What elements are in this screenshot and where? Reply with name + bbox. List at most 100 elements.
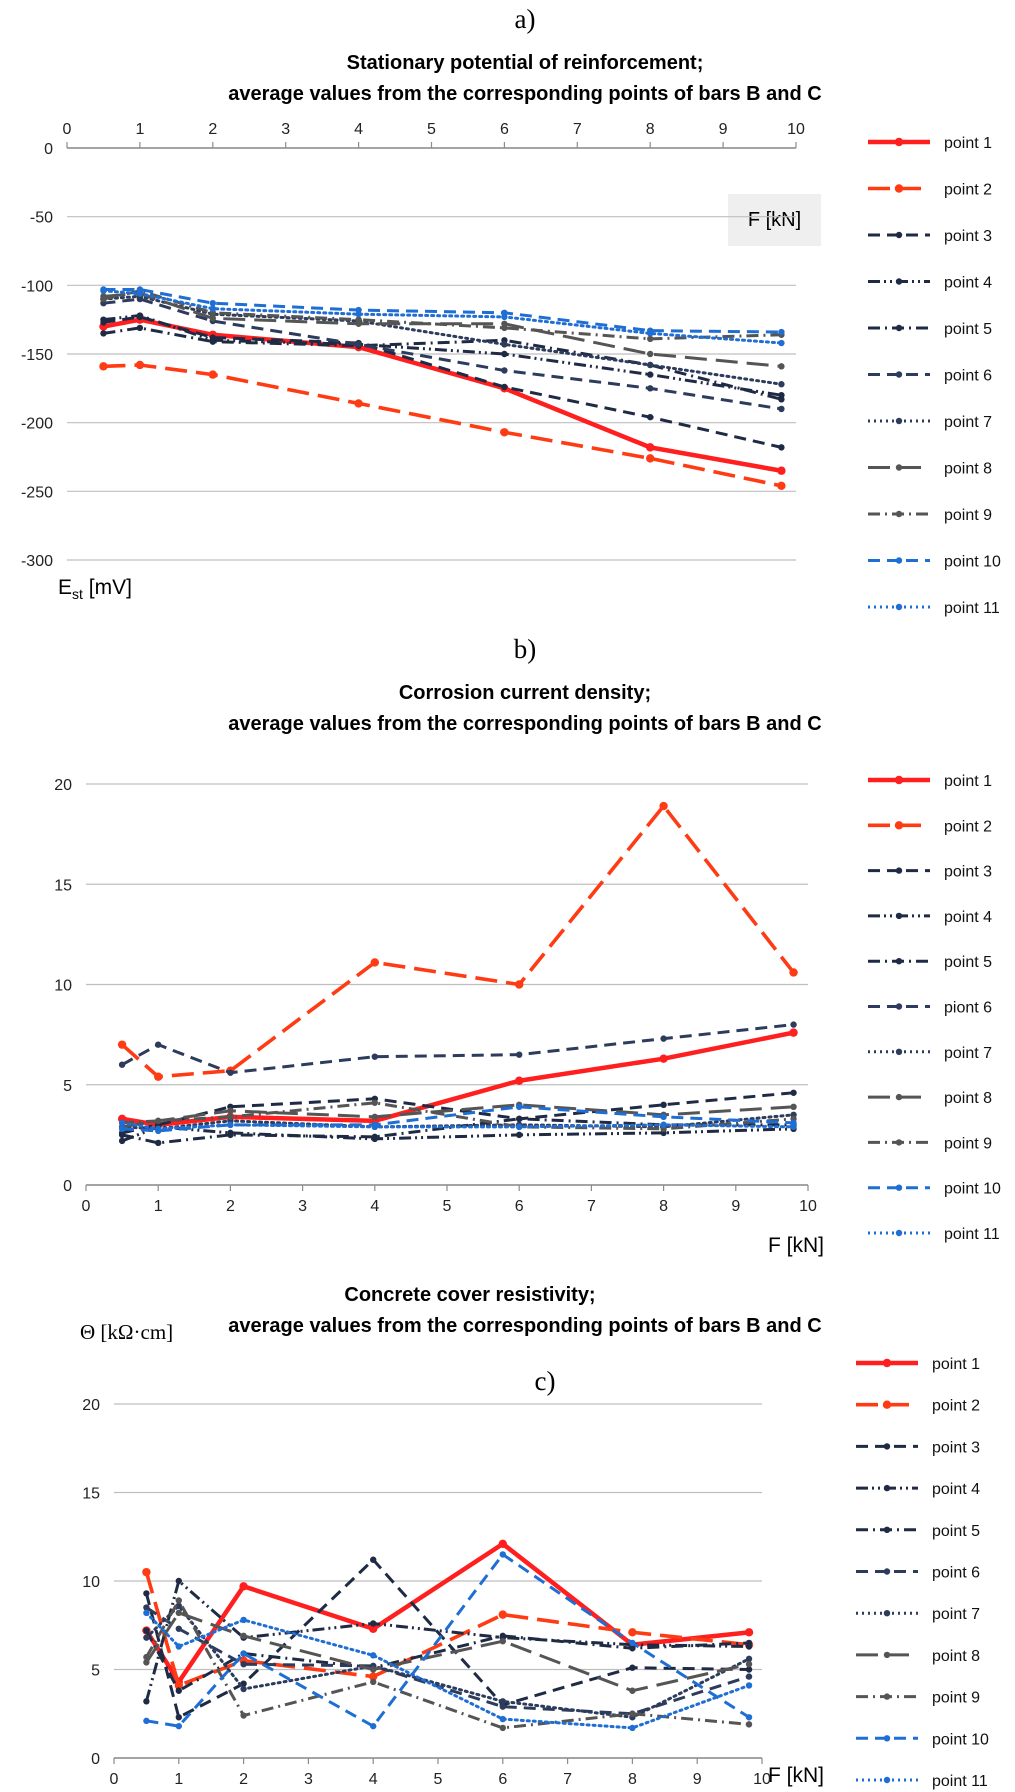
panel-b-legend-marker <box>895 912 903 920</box>
panel-b-x-tick: 4 <box>370 1198 379 1215</box>
panel-b-data-point <box>155 1041 162 1048</box>
panel-b-data-point <box>118 1131 126 1139</box>
panel-c-data-point <box>240 1660 247 1668</box>
panel-c-data-point <box>629 1724 636 1732</box>
panel-c-data-point <box>143 1653 150 1661</box>
panel-b-legend-label: point 8 <box>944 1090 992 1107</box>
panel-a-legend-marker <box>895 371 903 378</box>
panel-b-data-point <box>154 1072 163 1081</box>
panel-a-x-tick: 5 <box>427 121 436 138</box>
panel-c-data-point <box>175 1602 182 1609</box>
panel-a-title: Stationary potential of reinforcement; a… <box>0 48 1015 110</box>
panel-b-legend-marker <box>894 775 904 785</box>
panel-c-legend-marker <box>882 1358 892 1368</box>
panel-b-data-point <box>227 1113 234 1121</box>
panel-b-legend-label: point 5 <box>944 954 992 971</box>
panel-a-legend-label: point 5 <box>944 321 992 338</box>
panel-a-legend-marker <box>894 184 904 193</box>
panel-b-data-point <box>155 1125 162 1133</box>
panel-a-legend-label: point 11 <box>944 600 1000 617</box>
panel-c-title-line1: Concrete cover resistivity; <box>344 1284 596 1306</box>
panel-c-data-point <box>175 1714 182 1721</box>
panel-a-y-tick: -300 <box>21 553 53 570</box>
panel-a-x-tick: 0 <box>63 121 72 138</box>
panel-b-data-point <box>227 1107 234 1115</box>
panel-a-data-point <box>500 428 509 437</box>
panel-a-data-point <box>209 338 216 345</box>
panel-a-data-point <box>501 313 508 321</box>
panel-a-legend-marker <box>895 557 903 564</box>
panel-b-title-line1: Corrosion current density; <box>398 682 652 704</box>
panel-b-legend-item: piont 6 <box>868 1000 992 1017</box>
panel-b-series-line <box>121 1125 794 1143</box>
panel-b-legend-marker <box>895 867 903 874</box>
panel-a-data-point <box>778 328 785 336</box>
panel-c-legend-item: point 2 <box>856 1398 980 1415</box>
panel-b-y-tick: 5 <box>63 1078 72 1095</box>
panel-a-data-point <box>99 362 108 371</box>
panel-a-data-point <box>646 443 655 452</box>
panel-c-data-point <box>745 1714 753 1721</box>
panel-c-data-point <box>175 1609 182 1617</box>
panel-b-data-point <box>516 1051 523 1058</box>
panel-c-data-point <box>143 1634 150 1641</box>
panel-b-x-tick: 6 <box>515 1198 524 1215</box>
panel-c-legend-marker <box>883 1776 891 1784</box>
panel-a-legend-marker <box>895 278 903 285</box>
panel-b-data-point <box>789 1028 798 1037</box>
panel-a-data-point <box>778 444 785 451</box>
panel-b-legend-marker <box>895 1184 903 1191</box>
panel-b-data-point <box>371 1113 378 1121</box>
panel-b-series-7 <box>118 1111 797 1133</box>
panel-a-legend-item: point 5 <box>868 321 992 338</box>
panel-c-x-tick: 5 <box>434 1771 443 1788</box>
panel-a-data-point <box>208 370 217 379</box>
panel-c-data-point <box>745 1682 753 1689</box>
panel-c-legend-marker <box>883 1526 891 1533</box>
panel-a-legend-label: point 1 <box>944 135 992 152</box>
panel-a-data-point <box>100 287 107 295</box>
panel-c-legend-label: point 10 <box>932 1731 989 1748</box>
panel-a-legend-item: point 4 <box>868 275 992 292</box>
panel-a-x-tick: 1 <box>135 121 144 138</box>
panel-a-data-point <box>209 299 216 307</box>
panel-b-legend-item: point 2 <box>868 818 992 835</box>
panel-c-legend-item: point 4 <box>856 1481 980 1498</box>
panel-b-legend-marker <box>894 821 904 830</box>
panel-c-x-tick: 9 <box>693 1771 702 1788</box>
panel-a-legend-item: point 10 <box>868 554 1001 571</box>
panel-a-data-point <box>647 361 654 369</box>
panel-c-data-point <box>629 1645 636 1652</box>
panel-a-legend-item: point 2 <box>868 182 992 199</box>
panel-c-legend-item: point 8 <box>856 1648 980 1665</box>
panel-b-series-line <box>121 1023 794 1075</box>
panel-c-legend-marker <box>883 1568 891 1575</box>
panel-a-data-point <box>100 330 107 337</box>
panel-a-legend-marker <box>895 603 903 611</box>
panel-c-data-point <box>499 1703 506 1710</box>
panel-b-data-point <box>515 980 524 989</box>
panel-b-legend-marker <box>895 958 903 965</box>
panel-c-data-point <box>370 1722 377 1730</box>
panel-c-data-point <box>175 1687 182 1694</box>
panel-b-legend-item: point 4 <box>868 909 992 926</box>
panel-a-data-point <box>354 399 363 408</box>
panel-c-x-tick: 6 <box>498 1771 507 1788</box>
panel-a-xlabel-box: F [kN] <box>728 194 821 246</box>
panel-b-data-point <box>118 1137 126 1145</box>
panel-b-x-tick: 9 <box>731 1198 740 1215</box>
panel-c-series-2 <box>142 1567 754 1690</box>
panel-c-x-tick: 1 <box>174 1771 183 1788</box>
panel-a-legend-label: point 9 <box>944 507 992 524</box>
panel-c-data-point <box>499 1724 506 1732</box>
panel-b-data-point <box>371 1053 378 1060</box>
panel-c-title: Concrete cover resistivity; average valu… <box>0 1280 1015 1342</box>
panel-c-data-point <box>240 1632 247 1640</box>
panel-b-legend-item: point 5 <box>868 954 992 971</box>
panel-a-data-point <box>778 339 785 347</box>
panel-a-data-point <box>778 396 785 403</box>
panel-c-legend-label: point 5 <box>932 1523 980 1540</box>
panel-b-title-line2: average values from the corresponding po… <box>228 713 822 735</box>
panel-b: b) Corrosion current density; average va… <box>0 630 1015 1270</box>
panel-c-data-point <box>370 1556 377 1563</box>
